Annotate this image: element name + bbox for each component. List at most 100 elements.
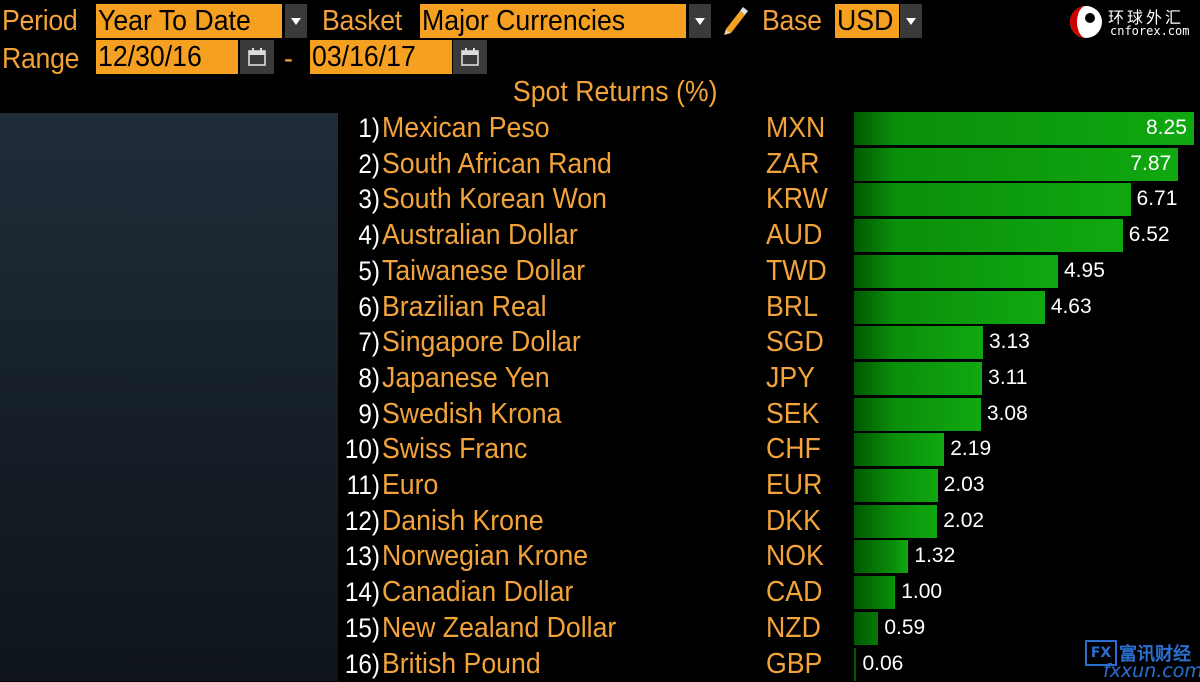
return-value-label: 8.25: [1146, 111, 1187, 145]
table-row[interactable]: 10)Swiss Franc CHF 2.19: [340, 432, 1200, 468]
row-currency-code: EUR: [766, 468, 822, 502]
row-currency-name: Canadian Dollar: [382, 575, 573, 609]
return-bar: [854, 362, 982, 395]
start-calendar-icon[interactable]: [240, 40, 274, 74]
return-value-label: 2.19: [950, 432, 991, 466]
range-separator: -: [284, 42, 293, 76]
return-value-label: 2.02: [943, 504, 984, 538]
return-value-label: 2.03: [944, 468, 985, 502]
range-label: Range: [2, 42, 79, 76]
row-currency-code: BRL: [766, 290, 818, 324]
return-value-label: 6.71: [1137, 182, 1178, 216]
return-bar: [854, 219, 1123, 252]
base-label: Base: [762, 4, 822, 38]
chart-title: Spot Returns (%): [0, 76, 1200, 109]
row-currency-name: Japanese Yen: [382, 361, 550, 395]
row-currency-name: Euro: [382, 468, 438, 502]
row-rank: 16): [344, 647, 380, 681]
range-end-field[interactable]: 03/16/17: [310, 40, 452, 74]
row-currency-code: GBP: [766, 647, 822, 681]
row-currency-name: Norwegian Krone: [382, 539, 588, 573]
row-currency-name: Brazilian Real: [382, 290, 547, 324]
table-row[interactable]: 14)Canadian Dollar CAD 1.00: [340, 575, 1200, 611]
row-rank: 3): [344, 182, 380, 216]
table-row[interactable]: 6)Brazilian Real BRL 4.63: [340, 290, 1200, 326]
row-rank: 2): [344, 147, 380, 181]
row-currency-code: KRW: [766, 182, 828, 216]
logo-en-text: cnforex.com: [1110, 24, 1189, 38]
table-row[interactable]: 11)Euro EUR 2.03: [340, 468, 1200, 504]
basket-select[interactable]: Major Currencies: [420, 4, 686, 38]
base-dropdown-arrow-icon[interactable]: [900, 4, 922, 38]
row-currency-name: Taiwanese Dollar: [382, 254, 585, 288]
return-value-label: 0.06: [862, 647, 903, 681]
return-bar: [854, 469, 938, 502]
row-currency-name: Swiss Franc: [382, 432, 527, 466]
base-select[interactable]: USD: [835, 4, 899, 38]
watermark-en-text: fxxun.com: [1103, 660, 1200, 682]
row-currency-code: ZAR: [766, 147, 819, 181]
period-label: Period: [2, 4, 77, 38]
row-rank: 12): [344, 504, 380, 538]
row-currency-code: NOK: [766, 539, 824, 573]
end-calendar-icon[interactable]: [453, 40, 487, 74]
return-bar: [854, 291, 1045, 324]
return-bar: [854, 112, 1194, 145]
row-currency-code: CAD: [766, 575, 822, 609]
return-value-label: 1.00: [901, 575, 942, 609]
return-value-label: 3.11: [988, 361, 1027, 395]
table-row[interactable]: 2)South African Rand ZAR 7.87: [340, 147, 1200, 183]
table-row[interactable]: 7)Singapore Dollar SGD 3.13: [340, 325, 1200, 361]
row-currency-name: South African Rand: [382, 147, 612, 181]
return-bar: [854, 505, 937, 538]
row-rank: 7): [344, 325, 380, 359]
row-rank: 5): [344, 254, 380, 288]
return-bar: [854, 326, 983, 359]
return-value-label: 7.87: [1130, 147, 1171, 181]
row-rank: 14): [344, 575, 380, 609]
return-bar: [854, 612, 878, 645]
return-bar: [854, 398, 981, 431]
basket-label: Basket: [322, 4, 402, 38]
row-rank: 10): [344, 432, 380, 466]
row-currency-name: New Zealand Dollar: [382, 611, 616, 645]
return-value-label: 6.52: [1129, 218, 1170, 252]
return-bar: [854, 433, 944, 466]
row-currency-code: SEK: [766, 397, 819, 431]
row-currency-name: Danish Krone: [382, 504, 544, 538]
row-currency-code: SGD: [766, 325, 824, 359]
basket-dropdown-arrow-icon[interactable]: [689, 4, 711, 38]
row-rank: 6): [344, 290, 380, 324]
row-rank: 4): [344, 218, 380, 252]
row-currency-name: Swedish Krona: [382, 397, 561, 431]
row-currency-code: CHF: [766, 432, 821, 466]
row-currency-code: JPY: [766, 361, 815, 395]
globe-logo-icon: [1068, 4, 1104, 40]
row-currency-code: AUD: [766, 218, 822, 252]
row-currency-name: South Korean Won: [382, 182, 607, 216]
return-value-label: 3.08: [987, 397, 1028, 431]
return-bar: [854, 255, 1058, 288]
period-dropdown-arrow-icon[interactable]: [285, 4, 307, 38]
row-rank: 11): [344, 468, 380, 502]
range-start-field[interactable]: 12/30/16: [96, 40, 238, 74]
period-select[interactable]: Year To Date: [96, 4, 282, 38]
return-value-label: 4.63: [1051, 290, 1092, 324]
row-currency-code: NZD: [766, 611, 821, 645]
return-value-label: 1.32: [914, 539, 955, 573]
return-value-label: 3.13: [989, 325, 1030, 359]
return-bar: [854, 183, 1131, 216]
pencil-icon[interactable]: [720, 5, 748, 35]
row-currency-name: Mexican Peso: [382, 111, 550, 145]
table-row[interactable]: 3)South Korean Won KRW 6.71: [340, 182, 1200, 218]
row-currency-name: Singapore Dollar: [382, 325, 581, 359]
